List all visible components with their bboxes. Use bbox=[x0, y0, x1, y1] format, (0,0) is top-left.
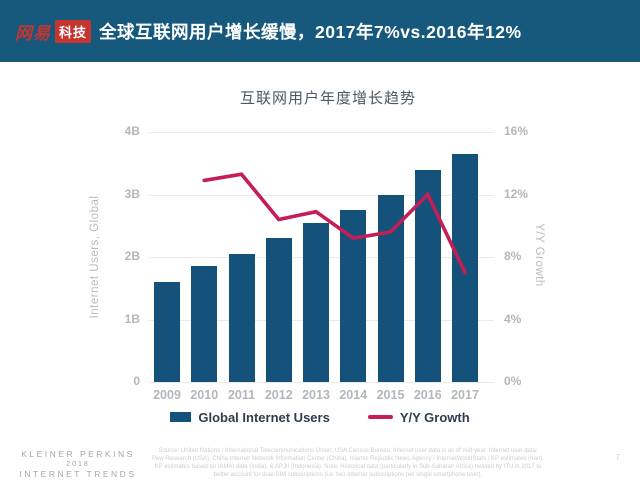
x-axis-tick-2010: 2010 bbox=[190, 388, 219, 402]
bar-2012 bbox=[265, 238, 292, 382]
slide-title: 全球互联网用户增长缓慢，2017年7%vs.2016年12% bbox=[99, 21, 522, 42]
brand-name: KLEINER PERKINS bbox=[21, 449, 135, 459]
bar-2015 bbox=[377, 194, 404, 382]
legend-item-line: Y/Y Growth bbox=[367, 409, 470, 425]
x-axis-tick-2012: 2012 bbox=[264, 388, 293, 402]
bar-legend-label: Global Internet Users bbox=[198, 409, 330, 425]
line-legend-label: Y/Y Growth bbox=[399, 409, 470, 425]
y-axis-tick-left: 0 bbox=[133, 374, 140, 388]
bar-2014 bbox=[340, 210, 367, 382]
y-axis-tick-right: 8% bbox=[504, 249, 522, 263]
netease-tech-logo: 网易 科技 bbox=[15, 19, 92, 44]
y-axis-tick-left: 1B bbox=[124, 311, 140, 326]
y-axis-tick-right: 12% bbox=[504, 186, 529, 201]
bar-2009 bbox=[154, 282, 180, 382]
y-axis-tick-left: 2B bbox=[124, 249, 140, 263]
bar-2016 bbox=[414, 169, 441, 382]
x-axis-tick-2016: 2016 bbox=[413, 388, 442, 402]
y-axis-tick-left: 3B bbox=[124, 186, 140, 201]
source-note: Source: United Nations / International T… bbox=[152, 448, 544, 479]
page-number: 7 bbox=[615, 452, 620, 462]
bar-2010 bbox=[191, 266, 218, 382]
line-legend-swatch bbox=[367, 415, 393, 419]
y-axis-tick-right: 0% bbox=[504, 374, 522, 388]
y-axis-tick-right: 4% bbox=[504, 311, 522, 326]
x-axis-tick-2015: 2015 bbox=[376, 388, 405, 402]
brand-year: 2018 bbox=[66, 461, 90, 469]
legend-item-bars: Global Internet Users bbox=[170, 409, 330, 425]
gridline bbox=[148, 132, 494, 133]
y-axis-tick-left: 4B bbox=[124, 124, 140, 138]
x-axis-tick-2013: 2013 bbox=[302, 388, 330, 402]
y-axis-tick-right: 16% bbox=[504, 124, 529, 138]
gridline bbox=[148, 194, 494, 196]
x-axis-tick-2011: 2011 bbox=[227, 388, 256, 402]
bar-legend-swatch bbox=[170, 412, 192, 422]
netease-logo-text: 网易 bbox=[15, 23, 51, 43]
gridline bbox=[148, 382, 494, 383]
bar-2013 bbox=[303, 222, 329, 382]
chart-title: 互联网用户年度增长趋势 bbox=[239, 90, 416, 107]
tech-logo-badge: 科技 bbox=[55, 19, 92, 43]
x-axis-tick-2017: 2017 bbox=[451, 388, 479, 402]
kleiner-perkins-brand: KLEINER PERKINS 2018 INTERNET TRENDS bbox=[8, 449, 148, 480]
x-axis-tick-2014: 2014 bbox=[339, 388, 368, 402]
bar-2017 bbox=[452, 153, 478, 382]
header-band: 网易 科技 全球互联网用户增长缓慢，2017年7%vs.2016年12% bbox=[0, 0, 640, 62]
x-axis-tick-2009: 2009 bbox=[153, 388, 181, 402]
brand-report: INTERNET TRENDS bbox=[19, 469, 137, 480]
bar-2011 bbox=[228, 253, 255, 382]
chart-legend: Global Internet Users Y/Y Growth bbox=[0, 406, 640, 428]
